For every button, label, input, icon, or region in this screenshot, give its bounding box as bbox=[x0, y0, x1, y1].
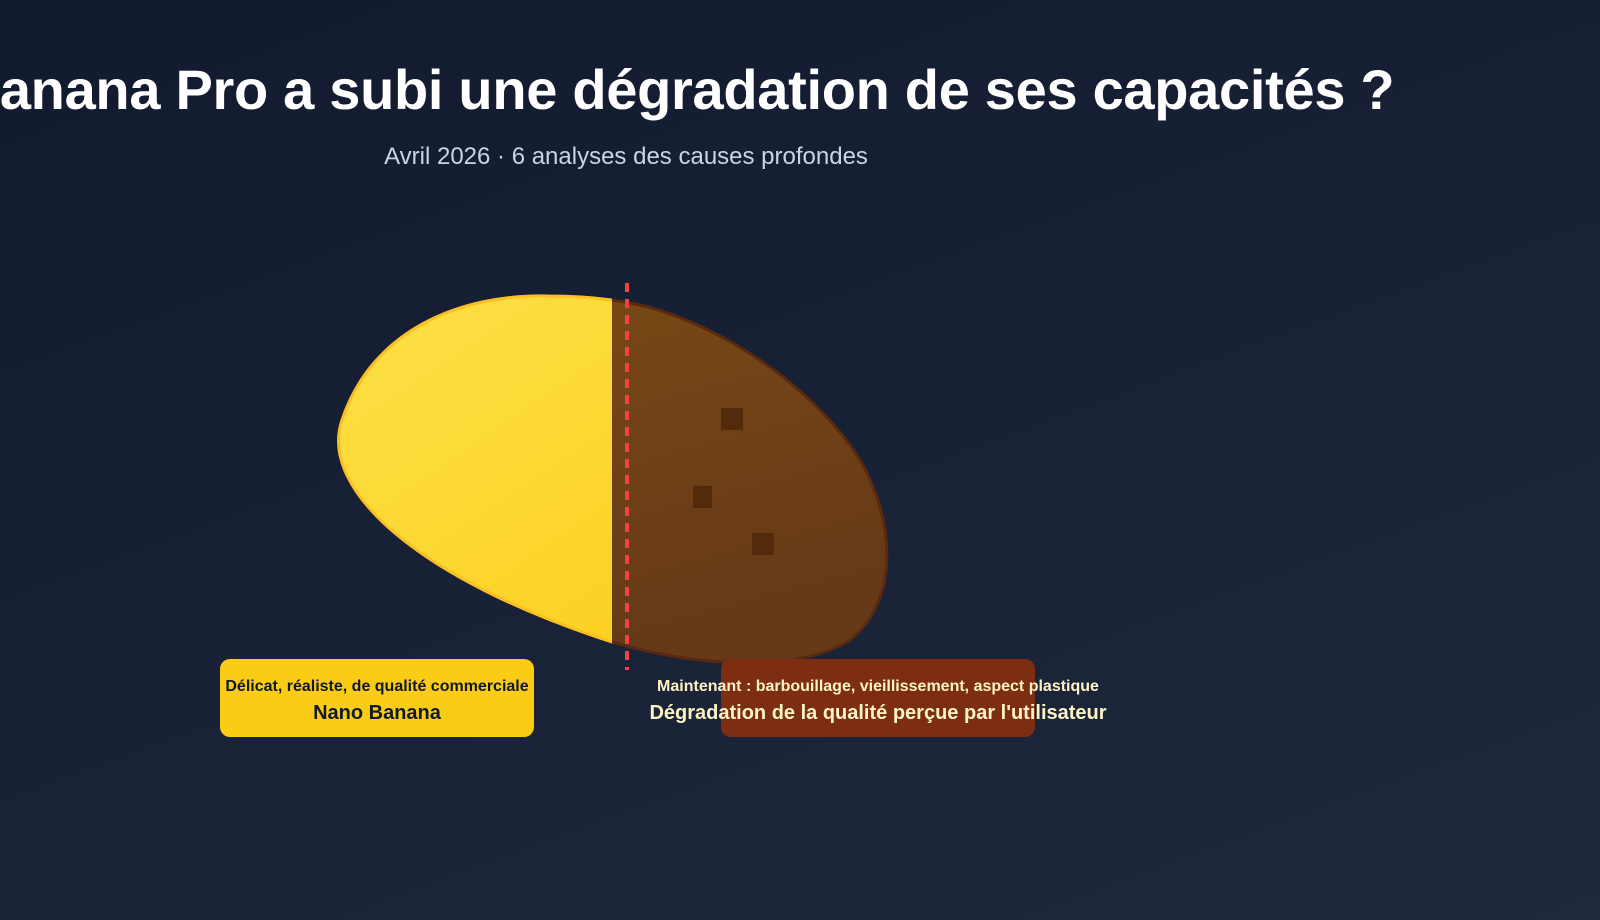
degraded-name: Dégradation de la qualité perçue par l'u… bbox=[649, 702, 1107, 724]
banana-fresh-half bbox=[337, 294, 612, 644]
page-title: Nano Banana Pro a subi une dégradation d… bbox=[0, 58, 1395, 121]
fresh-name: Nano Banana bbox=[313, 702, 441, 724]
degraded-label: Maintenant : barbouillage, vieillissemen… bbox=[649, 676, 1106, 728]
rot-spot bbox=[693, 486, 712, 508]
banana-degraded-half bbox=[612, 298, 889, 665]
degraded-label-box bbox=[721, 659, 1035, 737]
page-subtitle: Avril 2026 · 6 analyses des causes profo… bbox=[384, 143, 868, 170]
rot-spot bbox=[721, 408, 743, 430]
fresh-label: Délicat, réaliste, de qualité commercial… bbox=[225, 676, 528, 728]
degraded-description: Maintenant : barbouillage, vieillissemen… bbox=[657, 678, 1099, 695]
fresh-description: Délicat, réaliste, de qualité commercial… bbox=[225, 678, 529, 695]
rot-spot bbox=[752, 533, 774, 555]
fresh-label-box bbox=[220, 659, 534, 737]
